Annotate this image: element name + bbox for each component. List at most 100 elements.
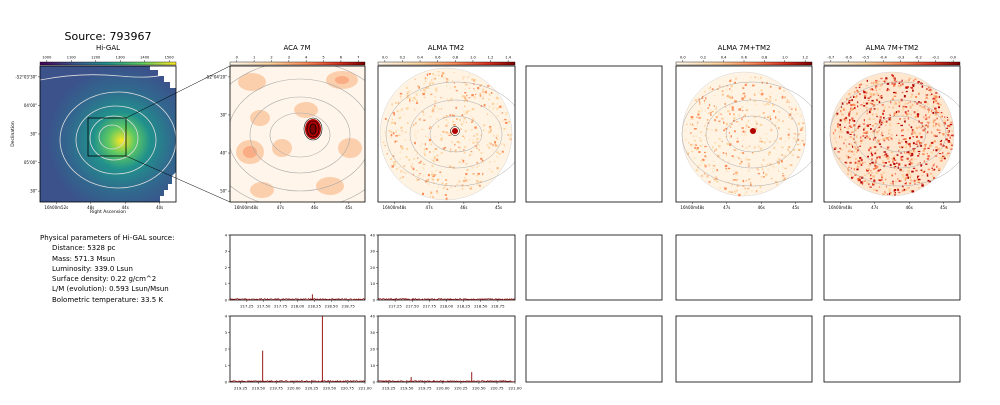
- tm2-colorbar: [377, 61, 516, 66]
- x-tick-label: 219.75: [270, 386, 284, 391]
- higal-colorbar-ticks: 1000 1100 1200 1300 1400 1500: [42, 56, 174, 62]
- y-tick-label: 20: [370, 346, 375, 351]
- x-tick-label: 47s: [871, 205, 878, 210]
- colorbar-tick-label: 0.6: [741, 56, 747, 60]
- empty-panel-r2c5: [675, 234, 813, 301]
- y-tick-label: 10: [370, 281, 375, 286]
- y-tick-label: 05'00": [24, 160, 37, 165]
- x-tick-label: 46s: [311, 205, 318, 210]
- x-tick-label: 217.75: [423, 304, 437, 309]
- param-distance: Distance: 5328 pc: [52, 244, 116, 253]
- y-tick-label: 3: [225, 330, 228, 335]
- x-tick-label: 45s: [792, 205, 799, 210]
- y-tick-label: 40": [220, 151, 227, 156]
- source-title: Source: 793967: [65, 30, 152, 43]
- colorbar-tick-label: 1200: [91, 56, 101, 60]
- higal-colorbar: [39, 61, 177, 66]
- x-tick-label: 45s: [495, 205, 502, 210]
- param-luminosity: Luminosity: 339.0 Lsun: [52, 264, 133, 273]
- x-tick-label: 220.25: [305, 386, 319, 391]
- params-heading: Physical parameters of Hi-GAL source:: [40, 234, 175, 242]
- spectrum-baseline: [229, 379, 366, 383]
- x-tick-label: 46s: [460, 205, 467, 210]
- y-tick-label: 10: [370, 363, 375, 368]
- combined-title: ALMA 7M+TM2: [718, 44, 771, 52]
- x-tick-label: 221.00: [508, 386, 522, 391]
- colorbar-tick-label: 1300: [116, 56, 126, 60]
- higal-image: [40, 66, 176, 202]
- y-tick-label: 04'00": [24, 103, 37, 108]
- aca7m-title: ACA 7M: [283, 44, 310, 52]
- param-l-over-m: L/M (evolution): 0.593 Lsun/Msun: [52, 285, 169, 294]
- higal-xlabel: Right Ascension: [90, 209, 126, 215]
- x-tick-label: 218.25: [457, 304, 471, 309]
- combined-neg-title: ALMA 7M+TM2: [866, 44, 919, 52]
- y-tick-label: 2: [225, 346, 228, 351]
- colorbar-tick-label: 1: [253, 56, 255, 60]
- aca7m-panel: ACA 7M 0 1 2 3 4 5 6 7: [205, 44, 366, 210]
- y-tick-label: -52°03'30": [15, 74, 37, 79]
- x-tick-label: 220.75: [341, 386, 355, 391]
- higal-panel: Hi-GAL 1000 1100 1200 1300 1400 1500 -52°03'3…: [10, 44, 231, 215]
- empty-panel-r2c6: [823, 234, 961, 301]
- spectrum-baseline: [229, 298, 366, 301]
- x-tick-label: 220.50: [323, 386, 337, 391]
- colorbar-tick-label: -0.2: [915, 56, 922, 60]
- x-tick-label: 47s: [723, 205, 730, 210]
- combined-neg-image: [829, 71, 960, 197]
- colorbar-tick-label: 0.6: [435, 56, 441, 60]
- empty-panel-r2c4: [525, 234, 663, 301]
- x-tick-label: 45s: [345, 205, 352, 210]
- x-tick-label: 220.75: [490, 386, 504, 391]
- combined-colorbar-ticks: 0.0 0.2 0.4 0.6 0.8 1.0 1.2: [680, 56, 808, 62]
- colorbar-tick-label: 5: [322, 56, 324, 60]
- spectrum-tm2-band1: 217.25 217.50 217.75 218.00 218.25 218.50 218.…: [370, 232, 516, 309]
- colorbar-tick-label: 7: [357, 56, 359, 60]
- tm2-colorbar-ticks: 0.0 0.2 0.4 0.6 0.8 1.0 1.2 1.4: [382, 56, 512, 62]
- x-tick-label: 40s: [156, 205, 163, 210]
- x-tick-label: 16h00m48s: [828, 205, 852, 210]
- y-tick-label: -52°04'20": [205, 74, 227, 79]
- y-tick-label: 0: [225, 379, 228, 384]
- combined-panel: ALMA 7M+TM2 0.0 0.2 0.4 0.6 0.8 1.0 1.2 16h00m…: [675, 44, 813, 210]
- x-tick-label: 220.25: [454, 386, 468, 391]
- colorbar-tick-label: -0.5: [862, 56, 869, 60]
- colorbar-tick-label: 1100: [67, 56, 77, 60]
- colorbar-tick-label: 0.4: [417, 56, 423, 60]
- x-tick-label: 217.25: [240, 304, 254, 309]
- y-tick-label: 30: [370, 249, 375, 254]
- spectrum-frame: [229, 234, 366, 301]
- combined-neg-x-ticks: 16h00m48s 47s 46s 45s: [828, 202, 947, 210]
- colorbar-tick-label: -0.6: [845, 56, 853, 60]
- empty-panel-r3c5: [675, 315, 813, 383]
- spectrum-aca7m-band1: 217.25 217.50 217.75 218.00 218.25 218.50 218.…: [225, 232, 366, 309]
- y-tick-label: 3: [225, 249, 228, 254]
- combined-neg-colorbar: [823, 61, 961, 66]
- y-tick-label: 2: [225, 265, 228, 270]
- x-tick-label: 218.25: [308, 304, 322, 309]
- y-tick-label: 0: [225, 297, 228, 302]
- physical-parameters: Physical parameters of Hi-GAL source: Di…: [40, 233, 174, 305]
- tm2-image: [379, 67, 515, 201]
- y-tick-label: 30": [220, 112, 227, 117]
- x-tick-label: 217.75: [274, 304, 288, 309]
- x-tick-label: 44s: [122, 205, 129, 210]
- x-tick-label: 46s: [906, 205, 913, 210]
- x-tick-label: 47s: [277, 205, 284, 210]
- colorbar-tick-label: -0.7: [827, 56, 834, 60]
- colorbar-tick-label: 0.0: [382, 56, 388, 60]
- x-tick-label: 16h00m48s: [383, 205, 407, 210]
- colorbar-tick-label: 1.4: [505, 56, 511, 60]
- y-tick-label: 4: [225, 313, 228, 318]
- colorbar-tick-label: 1400: [140, 56, 150, 60]
- colorbar-tick-label: 0.8: [762, 56, 768, 60]
- aca7m-x-ticks: 16h00m48s 47s 46s 45s: [234, 202, 352, 210]
- colorbar-tick-label: 6: [340, 56, 343, 60]
- x-tick-label: 218.50: [474, 304, 488, 309]
- tm2-x-ticks: 16h00m48s 47s 46s 45s: [383, 202, 502, 210]
- param-mass: Mass: 571.3 Msun: [52, 254, 116, 263]
- x-tick-label: 219.75: [418, 386, 432, 391]
- y-tick-label: 30: [370, 330, 375, 335]
- combined-image: [681, 71, 812, 197]
- empty-panel-top: [525, 65, 663, 203]
